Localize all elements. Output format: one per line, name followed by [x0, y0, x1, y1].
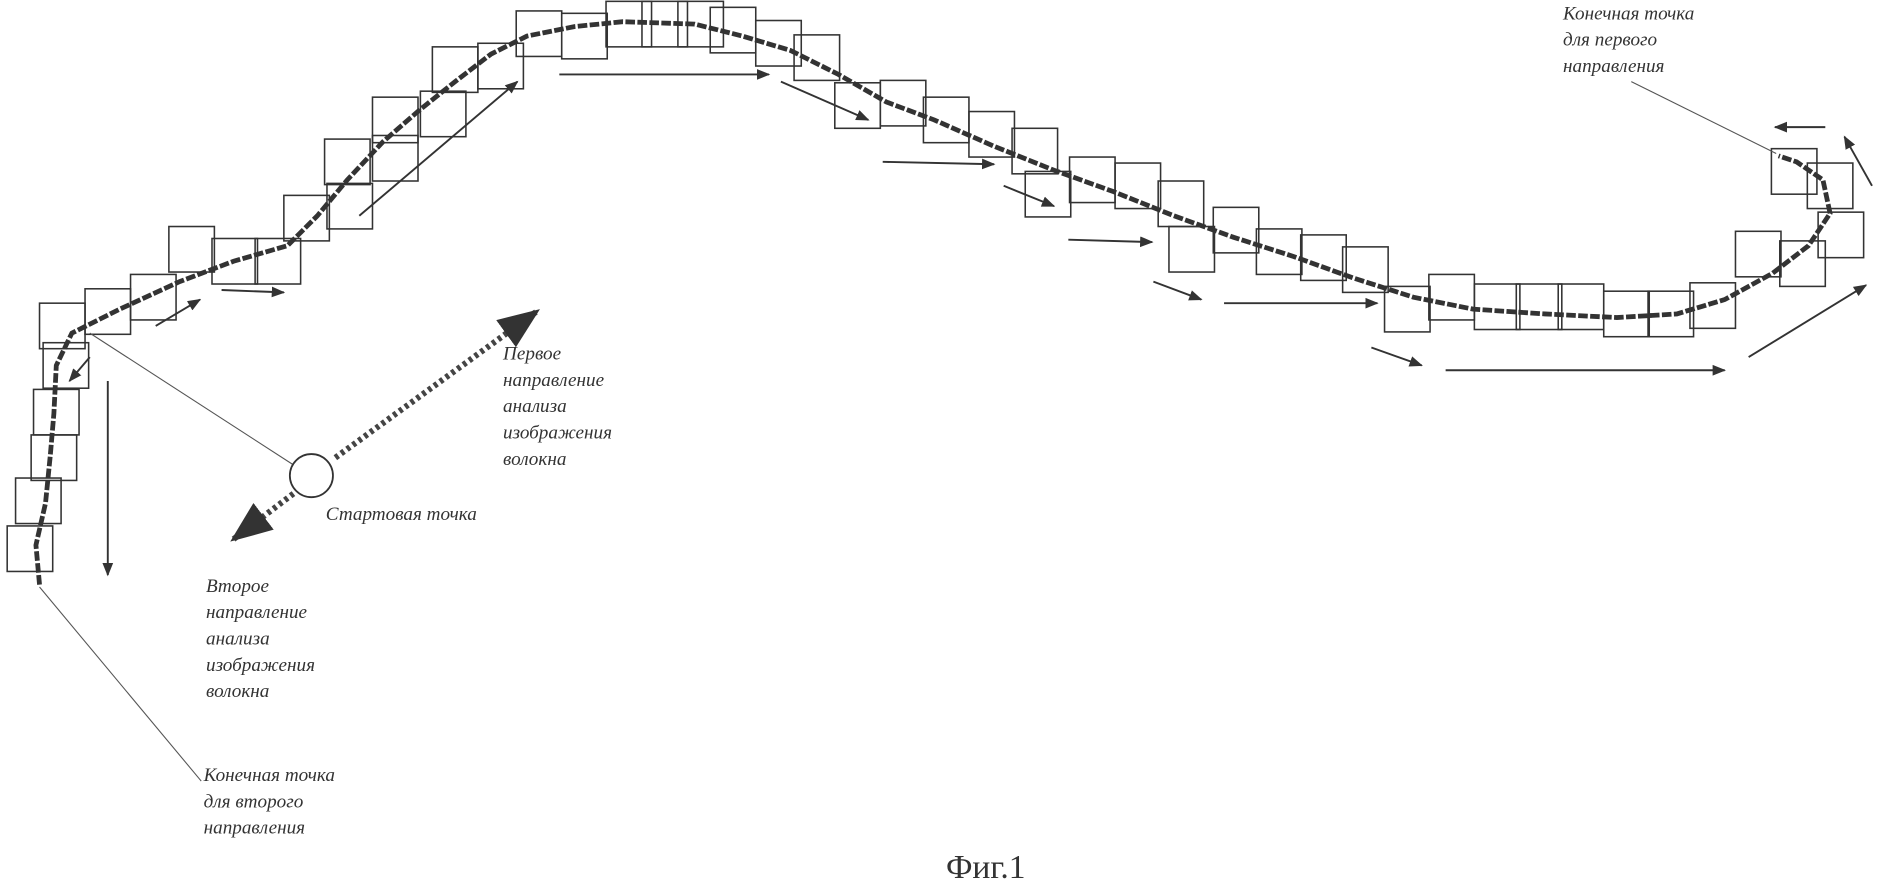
diagram: Конечная точка для первого направления Перв… — [0, 0, 1878, 889]
label-line: Второе — [206, 576, 270, 597]
label-line: Конечная точка — [1562, 3, 1694, 24]
label: Стартовая точка — [326, 504, 477, 525]
label-line: направления — [1563, 56, 1665, 77]
label-line: направления — [204, 818, 306, 839]
label-line: направление — [503, 370, 605, 391]
label-line: волокна — [503, 449, 566, 470]
label-line: анализа — [206, 629, 270, 650]
label-line: волокна — [206, 681, 269, 702]
label-line: изображения — [503, 423, 612, 444]
label-line: Первое — [502, 343, 562, 364]
label-line: направление — [206, 602, 308, 623]
page: Конечная точка для первого направления Перв… — [0, 0, 1878, 889]
label-line: Конечная точка — [203, 765, 335, 786]
start-point — [290, 454, 333, 497]
label-line: Стартовая точка — [326, 504, 477, 525]
label-line: для первого — [1563, 30, 1657, 51]
caption: Фиг.1 — [946, 849, 1026, 886]
label-line: изображения — [206, 655, 315, 676]
label-line: анализа — [503, 396, 567, 417]
background — [0, 0, 1878, 889]
label-line: для второго — [204, 791, 304, 812]
